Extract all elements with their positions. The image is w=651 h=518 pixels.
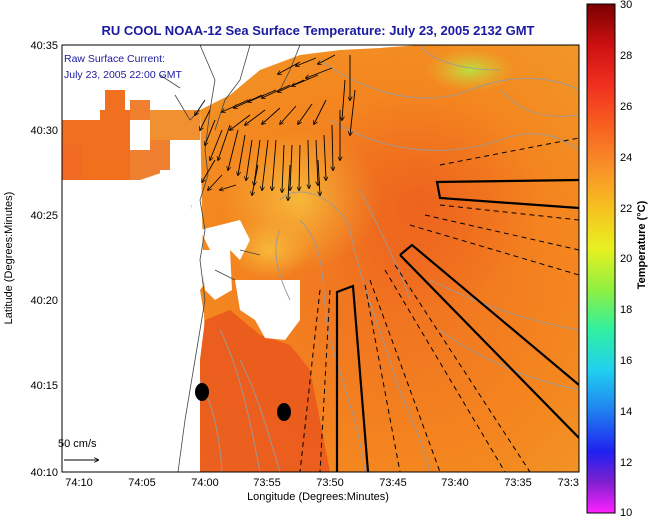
sst-cool-patch-south <box>230 220 310 280</box>
surface-current-vectors <box>195 54 356 200</box>
x-tick-label: 73:40 <box>441 477 469 489</box>
colorbar-tick-label: 18 <box>620 304 632 316</box>
y-tick-label: 40:30 <box>30 125 58 137</box>
legend-note-line2: July 23, 2005 22:00 GMT <box>64 69 182 81</box>
colorbar-ticks: 30 28 26 24 22 20 18 16 14 12 10 <box>620 0 632 518</box>
x-axis-label: Longitude (Degrees:Minutes) <box>247 491 389 503</box>
x-tick-label: 73:3 <box>558 477 579 489</box>
y-tick-label: 40:10 <box>30 467 58 479</box>
scale-label: 50 cm/s <box>58 438 97 450</box>
colorbar-tick-label: 28 <box>620 50 632 62</box>
colorbar-tick-label: 14 <box>620 406 632 418</box>
x-tick-label: 74:00 <box>191 477 219 489</box>
colorbar-tick-label: 24 <box>620 152 632 164</box>
plot-frame <box>61 44 580 473</box>
colorbar-tick-label: 16 <box>620 355 632 367</box>
y-tick-label: 40:15 <box>30 380 58 392</box>
x-tick-label: 73:50 <box>316 477 344 489</box>
mooring-marker-south <box>277 403 291 421</box>
sampling-dashed-lines <box>299 137 579 472</box>
y-tick-label: 40:35 <box>30 40 58 52</box>
x-axis-ticks: 74:10 74:05 74:00 73:55 73:50 73:45 73:4… <box>65 477 579 489</box>
land-mask <box>62 45 300 472</box>
mooring-marker-north <box>195 383 209 401</box>
sampling-polygons <box>335 178 579 472</box>
y-axis-label: Latitude (Degrees:Minutes) <box>3 192 15 325</box>
sst-cool-patch-northeast <box>425 48 515 92</box>
sst-hot-patch-center <box>300 90 540 310</box>
figure-title: RU COOL NOAA-12 Sea Surface Temperature:… <box>101 23 534 38</box>
colorbar-tick-label: 26 <box>620 101 632 113</box>
legend-note-line1: Raw Surface Current: <box>64 53 165 65</box>
y-axis-ticks: 40:35 40:30 40:25 40:20 40:15 40:10 <box>30 40 58 479</box>
sst-warm-southwest <box>170 310 330 472</box>
y-tick-label: 40:25 <box>30 210 58 222</box>
colorbar <box>586 3 616 514</box>
colorbar-label: Temperature (°C) <box>636 200 648 289</box>
bathymetry-contours <box>199 45 579 472</box>
x-tick-label: 73:45 <box>379 477 407 489</box>
map-plot-area <box>62 45 579 472</box>
colorbar-tick-label: 20 <box>620 253 632 265</box>
colorbar-tick-label: 10 <box>620 507 632 518</box>
sst-nearshore-pixels <box>62 90 200 219</box>
x-tick-label: 73:55 <box>253 477 281 489</box>
x-tick-label: 73:35 <box>504 477 532 489</box>
colorbar-tick-label: 30 <box>620 0 632 11</box>
colorbar-tick-label: 22 <box>620 203 632 215</box>
y-tick-label: 40:20 <box>30 295 58 307</box>
x-tick-label: 74:05 <box>128 477 156 489</box>
x-tick-label: 74:10 <box>65 477 93 489</box>
colorbar-tick-label: 12 <box>620 457 632 469</box>
